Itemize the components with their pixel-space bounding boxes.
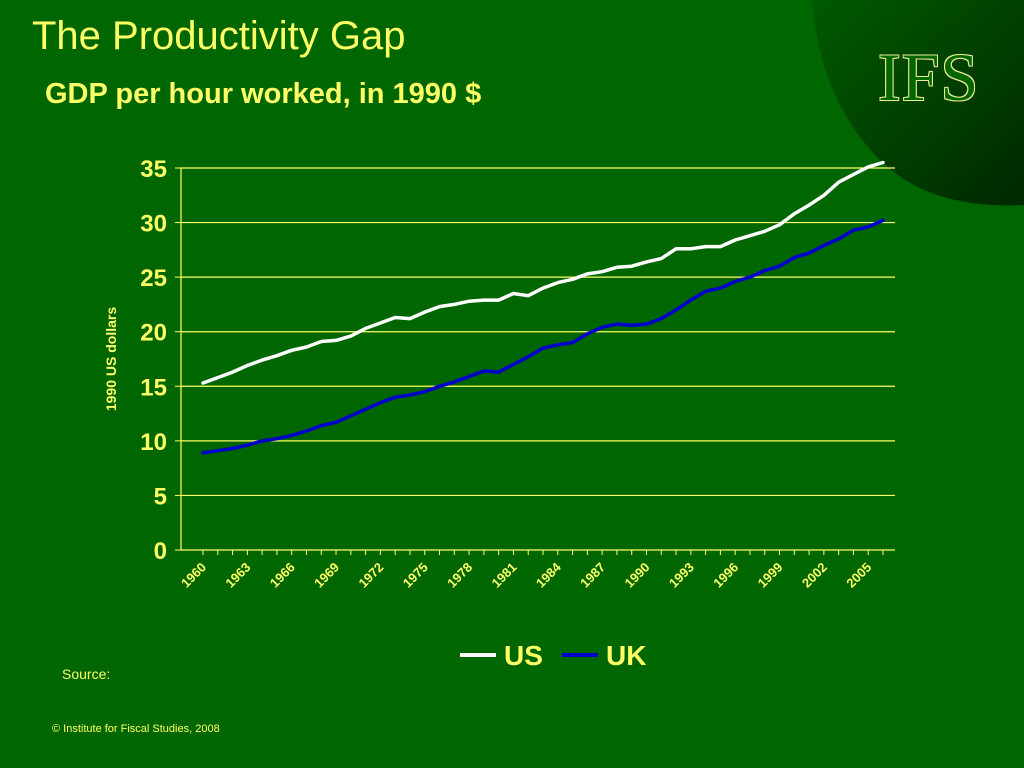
- y-tick: 35: [140, 156, 167, 183]
- y-tick-label: 10: [140, 429, 167, 456]
- x-tick-label: 1963: [222, 560, 253, 591]
- y-tick: 30: [140, 211, 167, 238]
- legend-label-uk: UK: [606, 640, 646, 671]
- y-axis-title: 1990 US dollars: [103, 307, 119, 411]
- y-tick: 0: [154, 538, 167, 565]
- source-label: Source:: [62, 666, 111, 682]
- x-tick: 1966: [267, 560, 298, 591]
- y-tick: 5: [154, 483, 167, 510]
- y-tick-label: 20: [140, 320, 167, 347]
- chart-subtitle: GDP per hour worked, in 1990 $: [45, 78, 482, 110]
- x-tick: 1972: [355, 560, 386, 591]
- x-tick: 1978: [444, 560, 475, 591]
- x-tick-label: 1972: [355, 560, 386, 591]
- x-tick-label: 1969: [311, 560, 342, 591]
- x-tick: 1975: [400, 560, 431, 591]
- y-tick: 25: [140, 265, 167, 292]
- copyright-notice: © Institute for Fiscal Studies, 2008: [52, 723, 220, 735]
- x-tick-label: 1981: [488, 560, 519, 591]
- x-tick-label: 1996: [710, 560, 741, 591]
- x-tick: 1984: [533, 559, 565, 591]
- ifs-logo: IFS: [878, 39, 980, 115]
- x-tick-label: 1966: [267, 560, 298, 591]
- y-tick: 20: [140, 320, 167, 347]
- x-tick-label: 1975: [400, 560, 431, 591]
- y-tick-label: 35: [140, 156, 167, 183]
- x-tick-label: 1993: [666, 560, 697, 591]
- y-tick-label: 5: [154, 483, 167, 510]
- x-tick-label: 1999: [755, 560, 786, 591]
- y-tick: 15: [140, 374, 167, 401]
- x-tick: 1987: [577, 560, 608, 591]
- x-tick-label: 1984: [533, 559, 565, 591]
- x-tick-label: 1990: [622, 560, 653, 591]
- x-tick: 1996: [710, 560, 741, 591]
- x-tick: 1990: [622, 560, 653, 591]
- legend: US UK: [460, 640, 646, 671]
- x-tick: 2002: [799, 560, 830, 591]
- series-layer: [201, 160, 885, 455]
- x-tick: 1963: [222, 560, 253, 591]
- y-tick-label: 30: [140, 211, 167, 238]
- series-line-uk: [201, 218, 885, 455]
- y-tick-label: 0: [154, 538, 167, 565]
- legend-label-us: US: [504, 640, 543, 671]
- y-tick: 10: [140, 429, 167, 456]
- x-tick-label: 2005: [843, 560, 874, 591]
- x-tick: 1960: [178, 560, 209, 591]
- series-line-us: [201, 160, 885, 385]
- x-tick-label: 2002: [799, 560, 830, 591]
- x-tick-label: 1960: [178, 560, 209, 591]
- slide-title: The Productivity Gap: [32, 14, 406, 58]
- x-tick: 2005: [843, 560, 874, 591]
- y-tick-label: 15: [140, 374, 167, 401]
- x-tick-label: 1978: [444, 560, 475, 591]
- x-tick: 1969: [311, 560, 342, 591]
- x-tick: 1981: [488, 560, 519, 591]
- y-tick-label: 25: [140, 265, 167, 292]
- x-tick: 1993: [666, 560, 697, 591]
- grid-layer: [181, 167, 895, 497]
- x-tick-label: 1987: [577, 560, 608, 591]
- x-tick: 1999: [755, 560, 786, 591]
